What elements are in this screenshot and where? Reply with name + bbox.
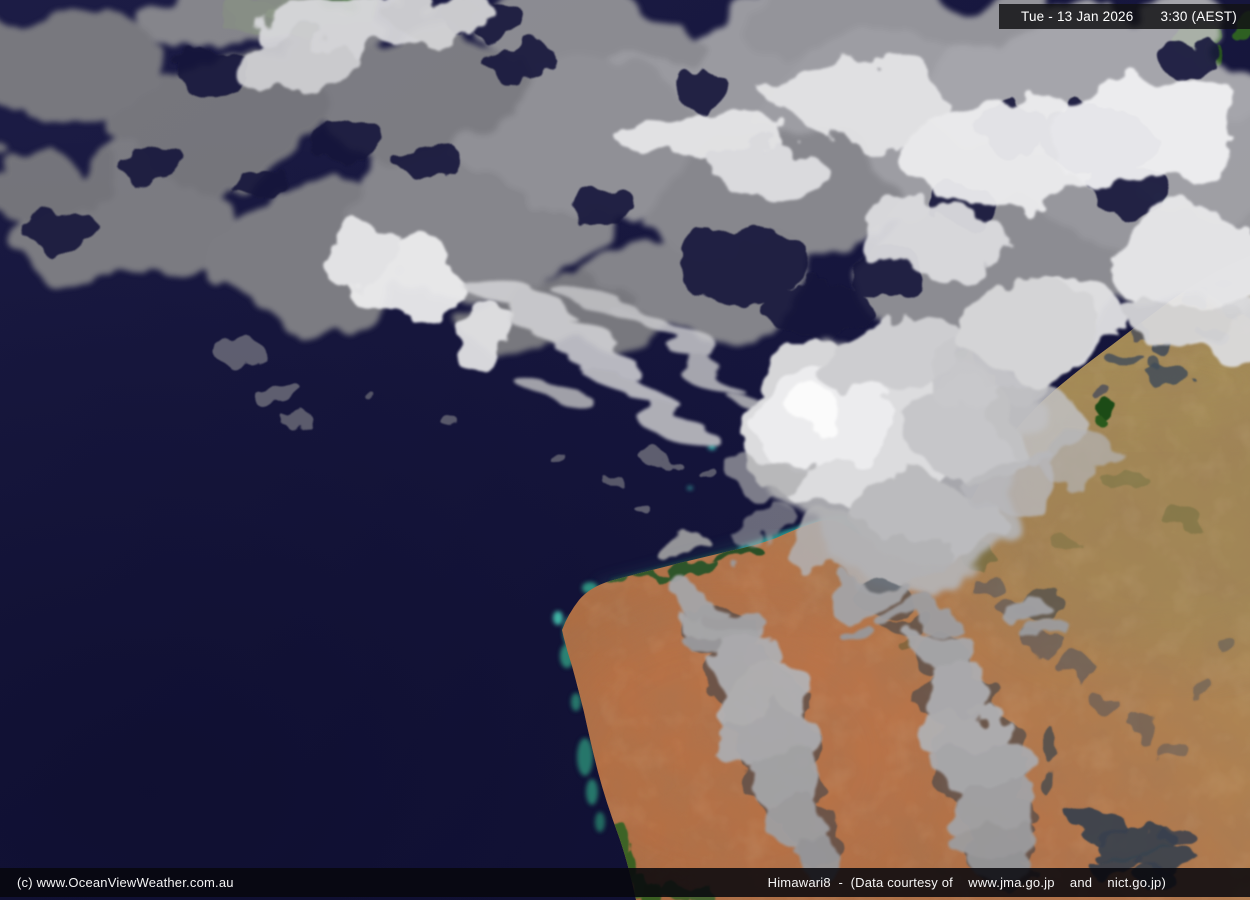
time-label: 3:30 (AEST): [1160, 9, 1237, 24]
attribution-label: Himawari8 - (Data courtesy of www.jma.go…: [767, 875, 1166, 890]
tropical-cyclone-clouds: [734, 278, 1120, 584]
datetime-bar: Tue - 13 Jan 2026 3:30 (AEST): [999, 4, 1250, 29]
footer-bar: (c) www.OceanViewWeather.com.au Himawari…: [0, 868, 1250, 897]
cloud-wisps: [214, 339, 713, 510]
copyright-label: (c) www.OceanViewWeather.com.au: [17, 875, 234, 890]
date-label: Tue - 13 Jan 2026: [1021, 9, 1134, 24]
land-clouds: [660, 535, 1071, 887]
